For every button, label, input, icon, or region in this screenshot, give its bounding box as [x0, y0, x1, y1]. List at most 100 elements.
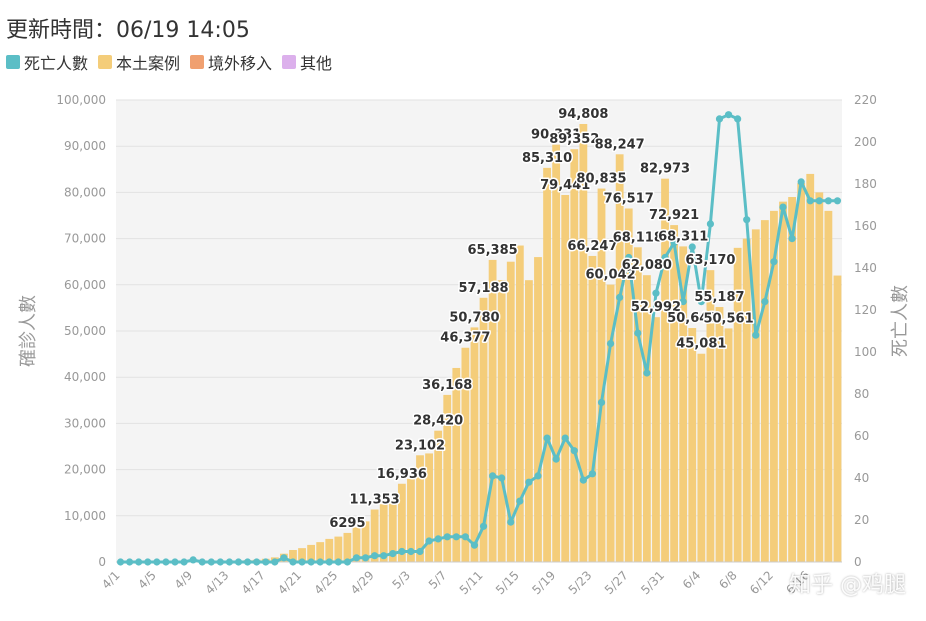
bar	[697, 353, 706, 562]
deaths-point	[334, 558, 342, 566]
bar-data-label: 72,921	[649, 208, 699, 223]
y2-tick-label: 120	[854, 303, 877, 317]
bar	[751, 229, 760, 563]
y2-axis-title: 死亡人數	[890, 285, 911, 357]
bar-data-label: 50,561	[703, 311, 753, 326]
deaths-point	[343, 558, 352, 566]
deaths-point	[715, 115, 724, 123]
deaths-point	[325, 558, 333, 566]
y2-tick-label: 80	[854, 387, 869, 401]
bar	[615, 154, 624, 562]
bar	[525, 280, 533, 562]
bar	[833, 275, 842, 562]
y-tick-label: 30,000	[64, 416, 106, 430]
y-tick-label: 10,000	[64, 509, 106, 523]
bar-data-label: 16,936	[377, 467, 427, 482]
update-label: 更新時間：	[6, 18, 117, 43]
deaths-point	[398, 547, 406, 556]
bar	[570, 149, 579, 562]
bar-data-label: 62,080	[622, 258, 672, 273]
bar	[407, 478, 415, 562]
bar	[452, 367, 461, 562]
deaths-point	[371, 552, 379, 560]
deaths-point	[643, 369, 651, 377]
bar	[715, 307, 724, 562]
deaths-point	[752, 331, 760, 339]
deaths-point	[153, 558, 161, 566]
legend-label-local: 本土案例	[116, 54, 181, 73]
bar	[416, 455, 424, 562]
deaths-point	[352, 554, 361, 562]
bar	[779, 201, 787, 562]
bar	[760, 220, 769, 562]
page-title: 更新時間：06/19 14:05	[6, 12, 250, 44]
legend-label-other: 其他	[300, 54, 333, 73]
bar	[370, 509, 379, 562]
bar-data-label: 11,353	[350, 493, 400, 508]
y-tick-label: 50,000	[64, 324, 106, 338]
x-tick-label: 5/19	[529, 568, 558, 597]
x-tick-label: 6/8	[716, 568, 740, 592]
deaths-point	[198, 558, 206, 566]
deaths-point	[570, 447, 578, 455]
deaths-point	[516, 497, 524, 505]
x-tick-label: 4/5	[135, 568, 159, 592]
bar	[815, 192, 824, 562]
bar	[543, 167, 551, 562]
bar	[552, 144, 561, 562]
bar-data-label: 23,102	[395, 438, 445, 453]
legend-swatch-other	[282, 55, 297, 69]
deaths-point	[679, 298, 687, 306]
bar	[379, 504, 388, 562]
bar	[788, 197, 796, 562]
bar	[679, 246, 688, 562]
y-tick-label: 40,000	[64, 370, 106, 384]
bar-data-label: 50,780	[449, 310, 499, 325]
bar	[824, 210, 833, 562]
bar	[289, 549, 297, 562]
bar	[661, 178, 669, 562]
deaths-point	[479, 522, 488, 530]
bar	[397, 483, 406, 562]
deaths-point	[489, 472, 497, 480]
bar	[797, 183, 806, 562]
bar	[606, 284, 615, 562]
deaths-point	[262, 558, 270, 566]
y2-tick-label: 200	[854, 135, 877, 149]
y-tick-label: 80,000	[64, 185, 106, 199]
x-tick-label: 5/15	[493, 568, 522, 597]
legend-item-imported[interactable]: 境外移入	[190, 50, 272, 74]
x-tick-label: 4/21	[275, 568, 304, 597]
deaths-point	[289, 558, 297, 566]
bar	[434, 430, 443, 562]
bar	[588, 255, 597, 563]
y2-tick-label: 40	[854, 471, 869, 485]
legend-item-other[interactable]: 其他	[282, 50, 332, 74]
legend-swatch-local	[98, 55, 113, 69]
legend-item-deaths[interactable]: 死亡人數	[6, 50, 88, 74]
deaths-point	[461, 533, 469, 541]
deaths-point	[298, 558, 306, 566]
deaths-point	[761, 298, 769, 306]
bar-data-label: 82,973	[640, 162, 690, 177]
bar-data-label: 28,420	[413, 414, 463, 429]
bar	[515, 245, 524, 562]
deaths-point	[307, 558, 315, 566]
x-tick-label: 4/17	[239, 568, 268, 597]
x-tick-label: 4/13	[203, 568, 232, 597]
deaths-point	[216, 558, 224, 566]
deaths-point	[434, 535, 442, 543]
deaths-point	[116, 558, 125, 566]
bar	[652, 317, 660, 562]
legend-item-local[interactable]: 本土案例	[98, 50, 180, 74]
legend-swatch-deaths	[6, 55, 20, 69]
y-tick-label: 20,000	[64, 463, 106, 477]
deaths-point	[734, 115, 742, 123]
bar	[497, 280, 506, 562]
bar	[425, 453, 433, 562]
y2-tick-label: 100	[854, 345, 877, 359]
deaths-point	[616, 293, 624, 301]
bar-data-label: 6295	[329, 516, 365, 531]
deaths-point	[588, 470, 597, 478]
y2-tick-label: 160	[854, 219, 877, 233]
